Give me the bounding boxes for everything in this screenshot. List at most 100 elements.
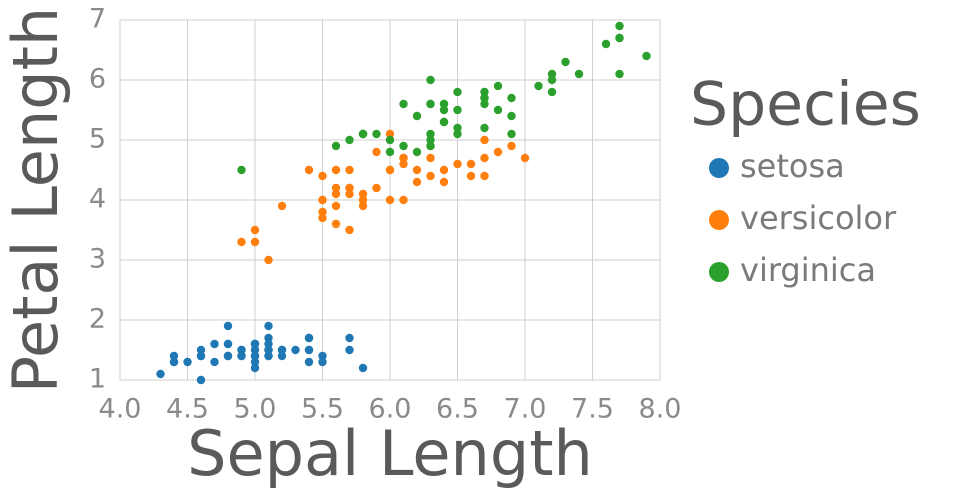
legend-title: Species	[690, 70, 921, 140]
point	[426, 99, 435, 109]
point	[466, 171, 476, 181]
point	[331, 141, 341, 151]
y-tick-label: 3	[89, 244, 106, 275]
point	[426, 171, 435, 181]
point	[426, 75, 435, 85]
point	[358, 189, 368, 199]
point	[561, 57, 570, 67]
point	[493, 105, 503, 115]
point	[466, 159, 476, 169]
point	[331, 189, 341, 199]
point	[304, 357, 314, 367]
point	[439, 117, 449, 127]
point	[439, 99, 449, 109]
legend-swatch	[709, 158, 729, 178]
point	[210, 339, 219, 349]
point	[345, 333, 354, 343]
point	[304, 333, 314, 343]
point	[385, 135, 395, 145]
point	[345, 135, 354, 145]
point	[534, 81, 543, 91]
point	[277, 351, 287, 361]
point	[196, 345, 206, 355]
point	[480, 135, 489, 145]
point	[520, 153, 530, 163]
legend-swatch	[709, 262, 729, 282]
point	[480, 153, 489, 163]
point	[453, 129, 462, 139]
point	[480, 99, 489, 109]
point	[223, 351, 233, 361]
legend-swatch	[709, 210, 729, 230]
point	[223, 321, 233, 331]
point	[412, 177, 422, 187]
point	[237, 351, 246, 361]
point	[453, 159, 462, 169]
x-tick-label: 6.0	[369, 394, 412, 425]
point	[480, 123, 489, 133]
point	[264, 321, 273, 331]
point	[507, 93, 516, 103]
x-tick-label: 5.0	[234, 394, 277, 425]
legend-label: setosa	[740, 147, 845, 185]
point	[439, 177, 449, 187]
point	[426, 153, 435, 163]
point	[264, 255, 273, 265]
x-tick-label: 7.0	[504, 394, 547, 425]
point	[277, 345, 287, 355]
point	[196, 351, 206, 361]
point	[250, 351, 260, 361]
point	[277, 201, 287, 211]
point	[399, 141, 408, 151]
point	[331, 201, 341, 211]
point	[399, 99, 408, 109]
point	[615, 69, 624, 79]
x-tick-label: 7.5	[571, 394, 614, 425]
point	[480, 87, 489, 97]
y-tick-label: 1	[89, 364, 106, 395]
point	[264, 339, 273, 349]
point	[358, 363, 368, 373]
point	[399, 153, 408, 163]
point	[412, 147, 422, 157]
point	[345, 165, 354, 175]
point	[318, 357, 327, 367]
y-tick-label: 5	[89, 124, 106, 155]
point	[453, 123, 462, 133]
point	[345, 189, 354, 199]
point	[196, 375, 206, 385]
point	[642, 51, 651, 61]
point	[507, 129, 516, 139]
point	[358, 129, 368, 139]
point	[264, 345, 273, 355]
point	[412, 165, 422, 175]
point	[358, 201, 368, 211]
x-tick-label: 5.5	[301, 394, 344, 425]
point	[318, 351, 327, 361]
point	[156, 369, 165, 379]
point	[331, 183, 341, 193]
point	[547, 87, 557, 97]
point	[480, 93, 489, 103]
y-tick-label: 7	[89, 4, 106, 35]
point	[345, 183, 354, 193]
point	[480, 171, 489, 181]
point	[237, 345, 246, 355]
point	[426, 135, 435, 145]
point	[318, 195, 327, 205]
point	[439, 165, 449, 175]
point	[493, 147, 503, 157]
point	[250, 339, 260, 349]
point	[399, 159, 408, 169]
point	[493, 81, 503, 91]
x-tick-label: 6.5	[436, 394, 479, 425]
y-axis-title: Petal Length	[0, 7, 72, 393]
point	[250, 237, 260, 247]
x-tick-label: 4.0	[99, 394, 142, 425]
point	[304, 165, 314, 175]
point	[507, 111, 516, 121]
point	[291, 345, 300, 355]
point	[547, 75, 557, 85]
point	[345, 345, 354, 355]
